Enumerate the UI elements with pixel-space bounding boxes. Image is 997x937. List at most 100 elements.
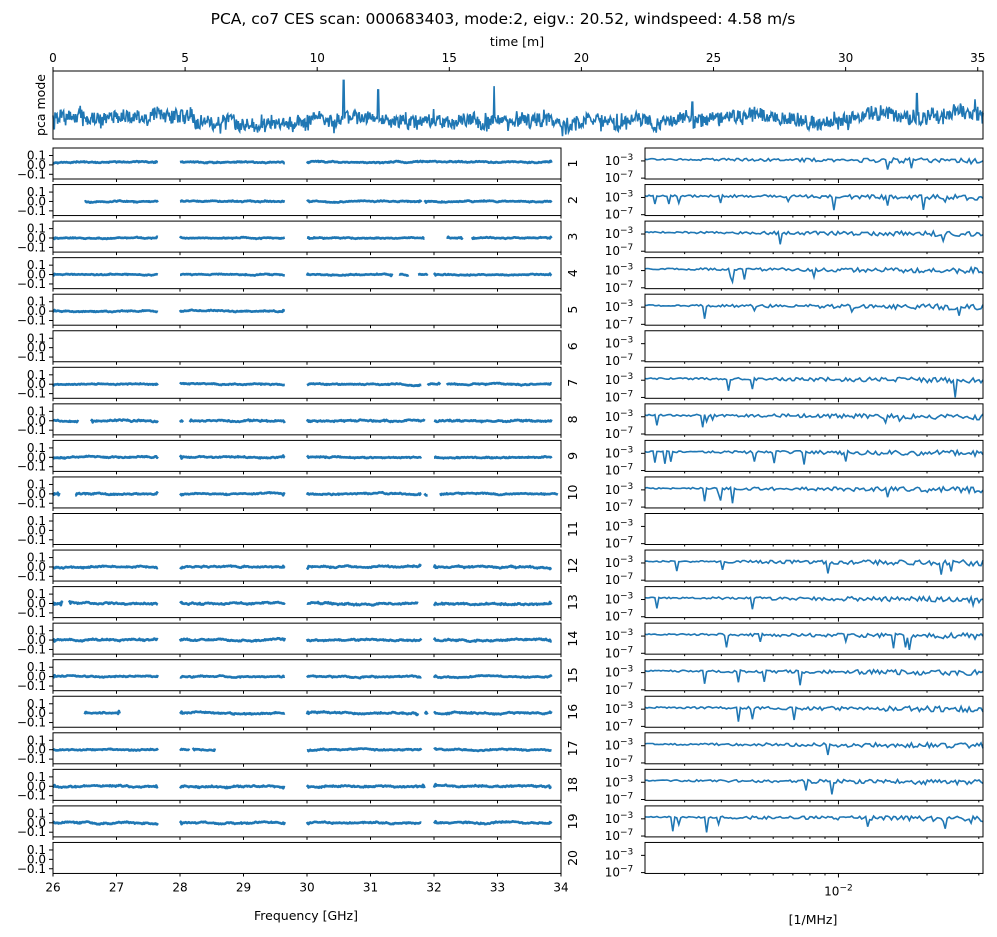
feed-freq-series (432, 674, 553, 680)
feed-freq-series (51, 600, 64, 607)
feed-freq-series (305, 272, 394, 278)
right-y-tick-label: 10−7 (605, 389, 634, 404)
feed-left-axes-frame (52, 586, 562, 619)
left-y-tick-label: 0.0 (27, 706, 46, 720)
left-y-tick-label: 0.1 (27, 514, 46, 528)
feed-freq-series (306, 199, 423, 204)
feed-number-label: 1 (565, 160, 580, 168)
feed-freq-series (52, 235, 159, 241)
feed-freq-series (432, 272, 553, 277)
left-y-tick-label: −0.1 (17, 752, 46, 766)
left-x-tick-label: 29 (236, 880, 251, 894)
right-y-tick-label: 10−3 (605, 738, 634, 753)
feed-right-axes-frame (644, 659, 984, 692)
left-y-tick-label: 0.1 (27, 331, 46, 345)
feed-freq-series (423, 710, 429, 716)
feed-freq-series (433, 418, 553, 424)
feed-left-axes-frame (52, 732, 562, 765)
feed-freq-series (178, 784, 286, 790)
feed-freq-series (178, 235, 286, 241)
feed-freq-series (178, 419, 185, 424)
right-y-tick-label: 10−3 (605, 153, 634, 168)
right-y-tick-label: 10−3 (605, 701, 634, 716)
right-y-tick-label: 10−7 (605, 755, 634, 770)
feed-right-axes-frame (644, 586, 984, 619)
right-y-tick-label: 10−3 (605, 665, 634, 680)
feed-left-axes-frame (52, 513, 562, 545)
left-y-tick-label: 0.0 (27, 560, 46, 574)
feed-freq-series (305, 783, 426, 790)
feed-freq-series (52, 418, 80, 424)
feed-freq-series (398, 272, 410, 277)
feed-freq-series (432, 782, 553, 790)
feed-number-label: 2 (565, 196, 580, 204)
feed-right-axes-frame (644, 330, 984, 363)
left-y-tick-label: 0.1 (27, 843, 46, 857)
feed-psd-line (644, 485, 984, 504)
feed-freq-series (305, 820, 422, 826)
feed-freq-series (52, 783, 159, 790)
left-x-tick-label: 31 (363, 880, 378, 894)
feed-number-label: 3 (565, 233, 580, 241)
right-y-tick-label: 10−3 (605, 226, 634, 241)
left-y-tick-label: 0.1 (27, 404, 46, 418)
left-x-axis-label: Frequency [GHz] (254, 908, 358, 923)
figure-title: PCA, co7 CES scan: 000683403, mode:2, ei… (211, 10, 796, 28)
feed-freq-series (417, 272, 429, 277)
feed-left-axes-frame (52, 330, 562, 363)
left-y-tick-label: 0.1 (27, 477, 46, 491)
feed-number-label: 11 (565, 521, 580, 537)
right-y-tick-label: 10−3 (605, 409, 634, 424)
feed-freq-series (191, 747, 217, 753)
feed-freq-series (51, 454, 159, 460)
feed-freq-series (179, 490, 286, 497)
feed-psd-line (644, 594, 984, 610)
left-x-tick-label: 28 (172, 880, 187, 894)
feed-psd-line (644, 704, 984, 722)
left-y-tick-label: 0.1 (27, 149, 46, 163)
left-y-tick-label: −0.1 (17, 496, 46, 510)
left-y-tick-label: −0.1 (17, 277, 46, 291)
right-x-tick-label: 10−2 (824, 883, 853, 898)
left-y-tick-label: −0.1 (17, 460, 46, 474)
top-x-tick-label: 30 (838, 51, 853, 65)
left-y-tick-label: 0.1 (27, 368, 46, 382)
left-y-tick-label: 0.0 (27, 779, 46, 793)
feed-freq-series (306, 600, 419, 607)
feed-freq-series (52, 564, 159, 570)
feed-freq-series (89, 418, 159, 424)
feed-freq-series (67, 600, 159, 606)
left-y-tick-label: 0.0 (27, 816, 46, 830)
feed-psd-line (644, 668, 984, 686)
feed-number-label: 5 (565, 306, 580, 314)
feed-freq-series (439, 491, 559, 497)
feed-right-axes-frame (644, 366, 984, 399)
left-y-tick-label: 0.0 (27, 194, 46, 208)
feed-right-axes-frame (644, 622, 984, 655)
feed-psd-line (644, 193, 984, 211)
feed-freq-series (179, 199, 286, 204)
feed-freq-series (179, 747, 191, 752)
top-x-tick-label: 35 (970, 51, 985, 65)
left-y-tick-label: 0.0 (27, 158, 46, 172)
left-y-tick-label: 0.0 (27, 268, 46, 282)
feed-right-axes-frame (644, 768, 984, 801)
right-y-tick-label: 10−7 (605, 316, 634, 331)
feed-freq-series (305, 637, 423, 643)
right-y-tick-label: 10−7 (605, 609, 634, 624)
right-y-tick-label: 10−3 (605, 189, 634, 204)
left-y-tick-label: 0.1 (27, 770, 46, 784)
left-x-tick-label: 33 (490, 880, 505, 894)
feed-freq-series (51, 382, 159, 387)
right-y-tick-label: 10−3 (605, 336, 634, 351)
left-y-tick-label: 0.0 (27, 743, 46, 757)
left-y-tick-label: −0.1 (17, 679, 46, 693)
left-y-tick-label: 0.1 (27, 587, 46, 601)
right-y-tick-label: 10−3 (605, 372, 634, 387)
top-x-axis-label: time [m] (490, 34, 544, 49)
right-y-tick-label: 10−7 (605, 718, 634, 733)
feed-freq-series (188, 418, 286, 424)
left-y-tick-label: −0.1 (17, 350, 46, 364)
right-y-tick-label: 10−7 (605, 499, 634, 514)
right-x-axis-label: [1/MHz] (789, 912, 838, 927)
